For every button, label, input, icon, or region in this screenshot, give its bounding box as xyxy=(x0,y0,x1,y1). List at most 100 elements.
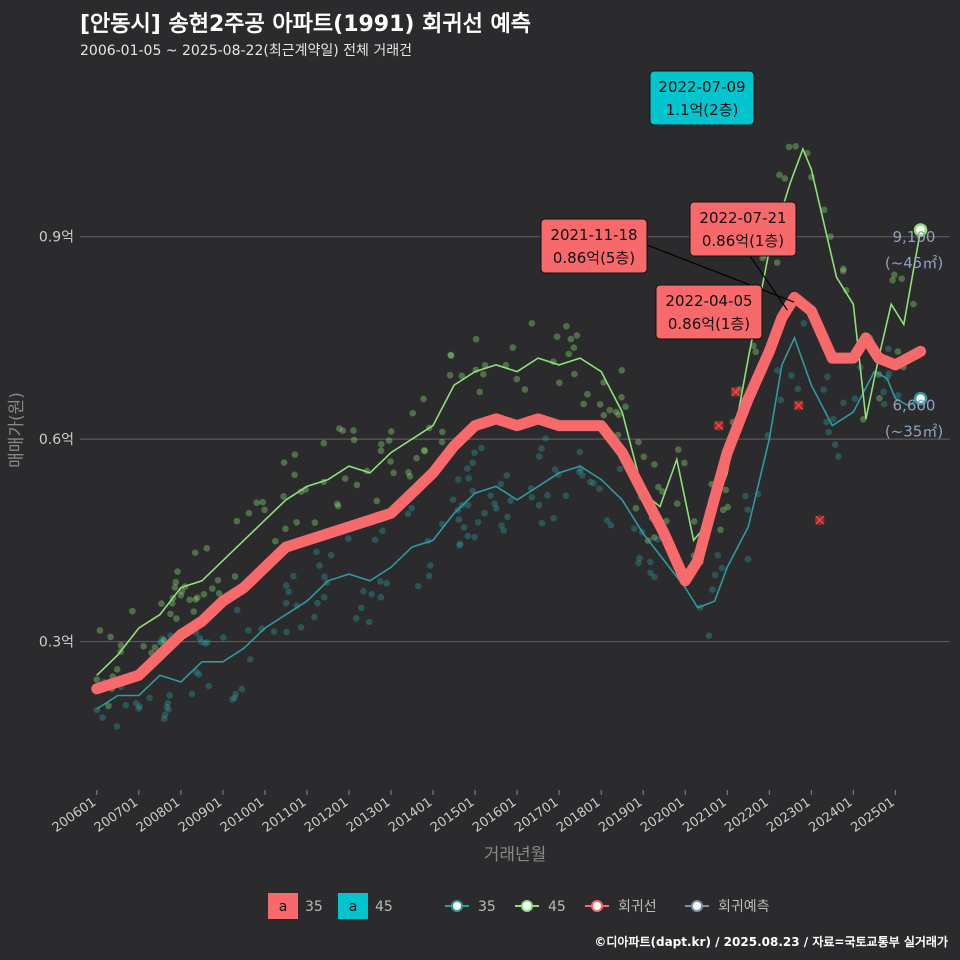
scatter-point xyxy=(291,451,299,459)
scatter-point xyxy=(788,372,795,379)
scatter-point xyxy=(456,540,464,547)
scatter-point xyxy=(471,449,478,457)
scatter-point xyxy=(122,701,130,709)
scatter-point xyxy=(190,608,198,615)
x-axis-label: 거래년월 xyxy=(484,845,547,865)
scatter-point xyxy=(719,506,727,514)
scatter-point xyxy=(551,466,559,473)
scatter-point xyxy=(792,143,799,150)
scatter-point xyxy=(830,415,837,423)
scatter-point xyxy=(321,573,328,581)
scatter-point xyxy=(880,388,887,396)
scatter-point xyxy=(528,320,536,327)
scatter-point xyxy=(481,509,488,517)
scatter-point xyxy=(498,522,505,529)
annotation-leader xyxy=(646,244,795,303)
scatter-point xyxy=(630,525,638,532)
scatter-point xyxy=(427,562,434,569)
scatter-point xyxy=(377,578,384,585)
annotation-date: 2022-07-09 xyxy=(658,78,745,96)
scatter-point xyxy=(647,569,654,577)
y-axis-label: 매매가(원) xyxy=(7,392,27,468)
scatter-point xyxy=(449,496,457,503)
scatter-point xyxy=(460,523,468,531)
scatter-point xyxy=(773,259,781,266)
scatter-point xyxy=(439,428,446,436)
scatter-point xyxy=(876,395,883,402)
x-tick-label: 200801 xyxy=(134,795,183,836)
annotation-callout: 2022-07-21 0.86억(1층) xyxy=(689,201,797,311)
legend-swatch xyxy=(268,893,298,919)
outlier-x xyxy=(731,387,741,397)
scatter-point xyxy=(673,500,681,508)
scatter-point xyxy=(192,668,200,676)
y-tick-label: 0.3억 xyxy=(39,635,74,651)
scatter-point xyxy=(280,459,288,466)
scatter-point xyxy=(136,703,143,710)
annotation-callout: 2021-11-18 0.86억(5층) xyxy=(540,218,795,303)
scatter-point xyxy=(177,592,185,599)
scatter-point xyxy=(509,344,517,351)
scatter-point xyxy=(379,527,386,535)
scatter-point xyxy=(96,627,104,634)
annotation-box xyxy=(540,218,648,274)
scatter-point xyxy=(565,350,573,358)
x-tick-label: 202201 xyxy=(722,795,771,836)
annotation-box xyxy=(655,284,763,340)
scatter-point xyxy=(464,532,472,540)
scatter-point xyxy=(105,702,112,710)
scatter-point xyxy=(220,634,227,641)
annotation-date: 2022-04-05 xyxy=(665,292,752,310)
scatter-point xyxy=(360,587,367,595)
scatter-point xyxy=(161,711,169,719)
scatter-point xyxy=(651,573,658,581)
scatter-point xyxy=(285,588,292,596)
scatter-point xyxy=(352,615,360,622)
legend-dot xyxy=(521,900,533,912)
scatter-point xyxy=(500,527,508,534)
scatter-point xyxy=(311,519,319,526)
scatter-point xyxy=(336,425,343,432)
annotation-callout: 2022-07-09 1.1억(2층) xyxy=(649,70,755,126)
scatter-point xyxy=(158,600,165,607)
scatter-point xyxy=(573,332,581,339)
scatter-point xyxy=(409,409,416,417)
end-area-label: (~45㎡) xyxy=(885,254,943,272)
x-tick-label: 201601 xyxy=(470,795,519,836)
x-tick-label: 201801 xyxy=(554,795,603,836)
scatter-point xyxy=(314,599,321,607)
scatter-point xyxy=(247,656,254,663)
scatter-point xyxy=(353,481,361,489)
scatter-point xyxy=(840,399,847,407)
scatter-point xyxy=(538,519,546,527)
scatter-point xyxy=(553,333,561,340)
scatter-point xyxy=(717,526,724,534)
scatter-point xyxy=(556,379,563,387)
scatter-point xyxy=(164,699,172,707)
scatter-point xyxy=(377,447,385,455)
scatter-point xyxy=(478,444,485,452)
scatter-point xyxy=(885,345,892,353)
annotation-box xyxy=(649,70,755,126)
x-tick-label: 202401 xyxy=(806,795,855,836)
scatter-point xyxy=(421,447,428,455)
scatter-point xyxy=(880,400,888,408)
x-tick-label: 201701 xyxy=(512,795,561,836)
scatter-point xyxy=(135,705,143,712)
annotation-price: 1.1억(2층) xyxy=(666,101,739,119)
chart-title: [안동시] 송현2주공 아파트(1991) 회귀선 예측 xyxy=(80,12,531,37)
scatter-point xyxy=(406,473,414,480)
scatter-point xyxy=(233,606,241,614)
scatter-point xyxy=(231,694,238,702)
x-tick-label: 201901 xyxy=(596,795,645,836)
scatter-point xyxy=(313,548,320,556)
scatter-point xyxy=(487,492,494,499)
scatter-point xyxy=(650,534,658,541)
scatter-point xyxy=(606,406,614,414)
credit-text: ©디아파트(dapt.kr) / 2025.08.23 / 자료=국토교통부 실… xyxy=(594,935,948,949)
scatter-point xyxy=(497,480,505,488)
scatter-point xyxy=(714,552,722,559)
outlier-x xyxy=(794,400,804,410)
